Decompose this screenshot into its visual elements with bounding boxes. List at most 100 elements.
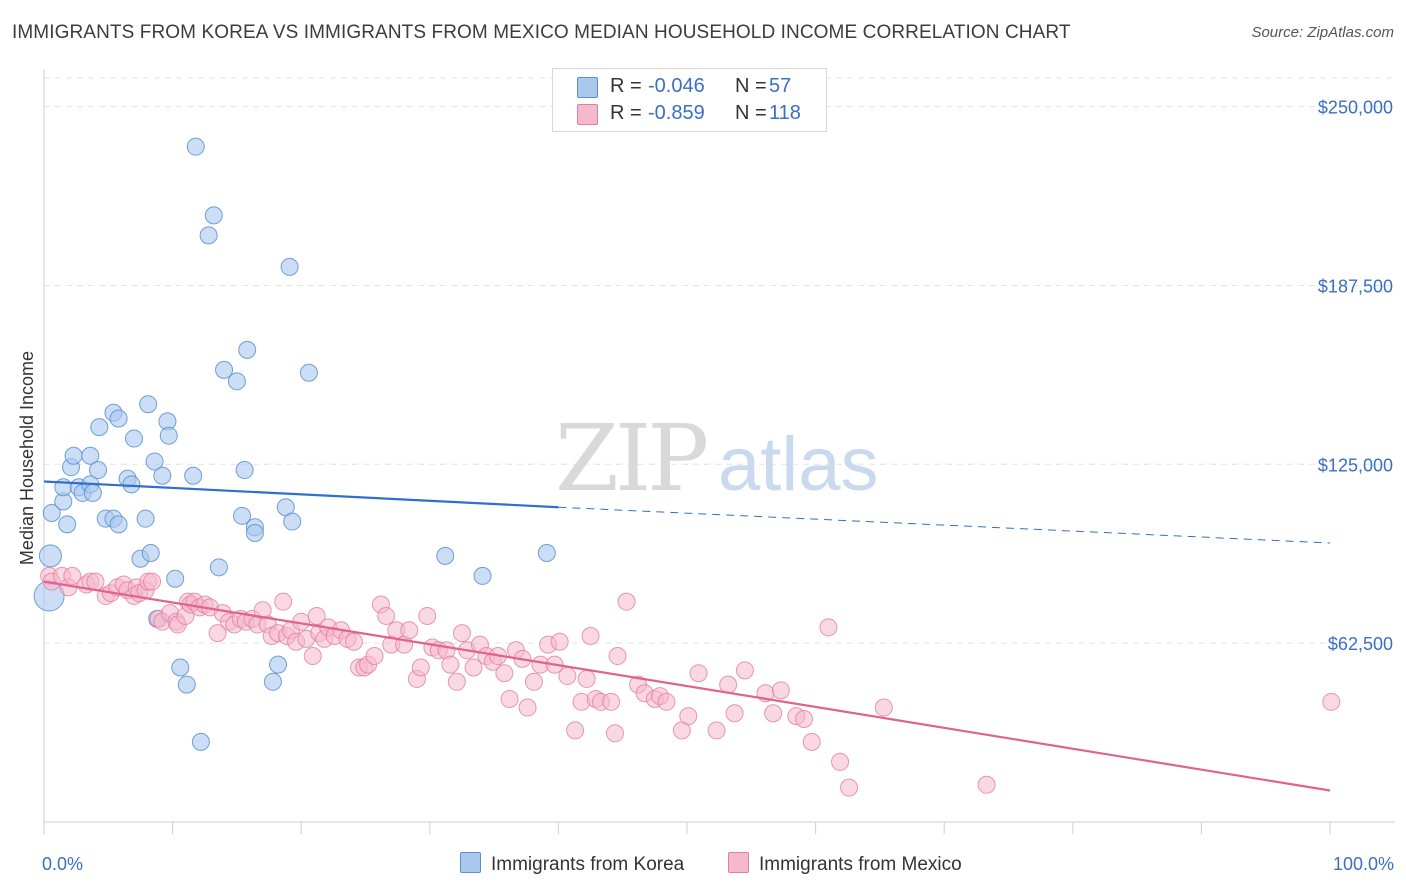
data-point-mexico [831,752,850,771]
data-point-mexico [840,778,859,797]
data-point-mexico [411,658,430,677]
data-point-mexico [874,698,893,717]
data-point-korea [64,446,83,465]
data-point-korea [473,566,492,585]
data-point-korea [153,466,172,485]
data-point-mexico [1322,692,1341,711]
data-point-mexico [566,721,585,740]
data-point-korea [227,372,246,391]
data-point-korea [184,466,203,485]
y-tick-label: $250,000 [1318,98,1393,118]
trendline-korea-extension [558,506,1331,544]
data-point-mexico [441,655,460,674]
data-point-mexico [418,606,437,625]
bottom-legend-mexico: Immigrants from Mexico [728,852,962,876]
data-point-korea [209,558,228,577]
tick-labels: $62,500 $125,000 $187,500 $250,000 0.0% 100.0… [42,98,1394,874]
legend-swatch-mexico [577,104,598,125]
data-point-korea [280,257,299,276]
data-point-korea [186,137,205,156]
bottom-legend-swatch-korea [460,852,481,873]
data-point-korea [238,340,257,359]
legend-n-value-korea: 57 [769,75,792,97]
watermark: ZIP atlas [555,405,879,512]
trendlines [43,480,1331,792]
x-tick-label: 100.0% [1333,854,1394,874]
data-point-mexico [500,689,519,708]
data-point-korea [58,515,77,534]
legend-r-value-mexico: -0.859 [648,102,705,124]
data-point-korea [233,506,252,525]
data-point-mexico [617,592,636,611]
data-point-korea [177,675,196,694]
data-point-mexico [86,572,105,591]
data-point-mexico [689,664,708,683]
legend-r-value-korea: -0.046 [648,75,705,97]
watermark-zip: ZIP [555,405,706,512]
data-point-korea [81,446,100,465]
data-point-mexico [208,624,227,643]
data-point-korea [109,515,128,534]
data-point-mexico [495,664,514,683]
x-tick-label: 0.0% [42,854,83,874]
source-label: Source: ZipAtlas.com [1251,24,1394,41]
data-point-korea [159,426,178,445]
data-point-korea [299,363,318,382]
trendline-korea [43,480,559,509]
data-point-korea [537,544,556,563]
data-point-mexico [577,669,596,688]
data-point-korea [199,226,218,245]
data-point-korea [145,452,164,471]
data-point-mexico [550,632,569,651]
data-point-mexico [377,606,396,625]
data-point-mexico [795,709,814,728]
data-point-korea [204,206,223,225]
data-point-korea [269,655,288,674]
legend-swatch-korea [577,77,598,98]
data-point-mexico [735,661,754,680]
data-point-korea [83,483,102,502]
y-tick-label: $125,000 [1318,455,1393,475]
data-point-mexico [707,721,726,740]
data-point-mexico [558,667,577,686]
series-mexico [40,566,1341,797]
data-point-mexico [819,618,838,637]
data-point-korea [263,672,282,691]
bottom-legend-swatch-mexico [728,852,749,873]
data-point-mexico [307,606,326,625]
bottom-legend-korea: Immigrants from Korea [460,852,684,876]
data-point-korea [38,544,62,568]
data-point-mexico [365,647,384,666]
data-point-korea [89,461,108,480]
y-axis-label: Median Household Income [17,351,37,565]
data-point-mexico [771,681,790,700]
data-point-korea [235,461,254,480]
watermark-atlas: atlas [718,422,879,507]
data-point-mexico [679,707,698,726]
legend-n-label: N = [735,75,767,97]
data-point-korea [171,658,190,677]
data-point-korea [141,544,160,563]
data-point-mexico [977,775,996,794]
y-tick-label: $62,500 [1328,634,1393,654]
data-point-mexico [452,624,471,643]
legend-n-label: N = [735,102,767,124]
data-point-korea [436,546,455,565]
data-point-mexico [464,658,483,677]
data-point-mexico [657,692,676,711]
data-point-mexico [447,672,466,691]
data-point-mexico [581,627,600,645]
axes [43,70,1395,834]
data-point-korea [42,503,61,522]
data-point-mexico [143,572,162,591]
data-point-korea [125,429,144,448]
data-point-mexico [608,647,627,666]
data-point-mexico [274,592,293,611]
legend-n-value-mexico: 118 [769,102,801,124]
data-point-korea [166,569,185,588]
trendline-mexico [43,580,1331,792]
correlation-legend: R = -0.046 N = 57 R = -0.859 N = 118 [552,68,827,132]
data-point-korea [191,732,210,751]
data-point-korea [122,475,141,494]
